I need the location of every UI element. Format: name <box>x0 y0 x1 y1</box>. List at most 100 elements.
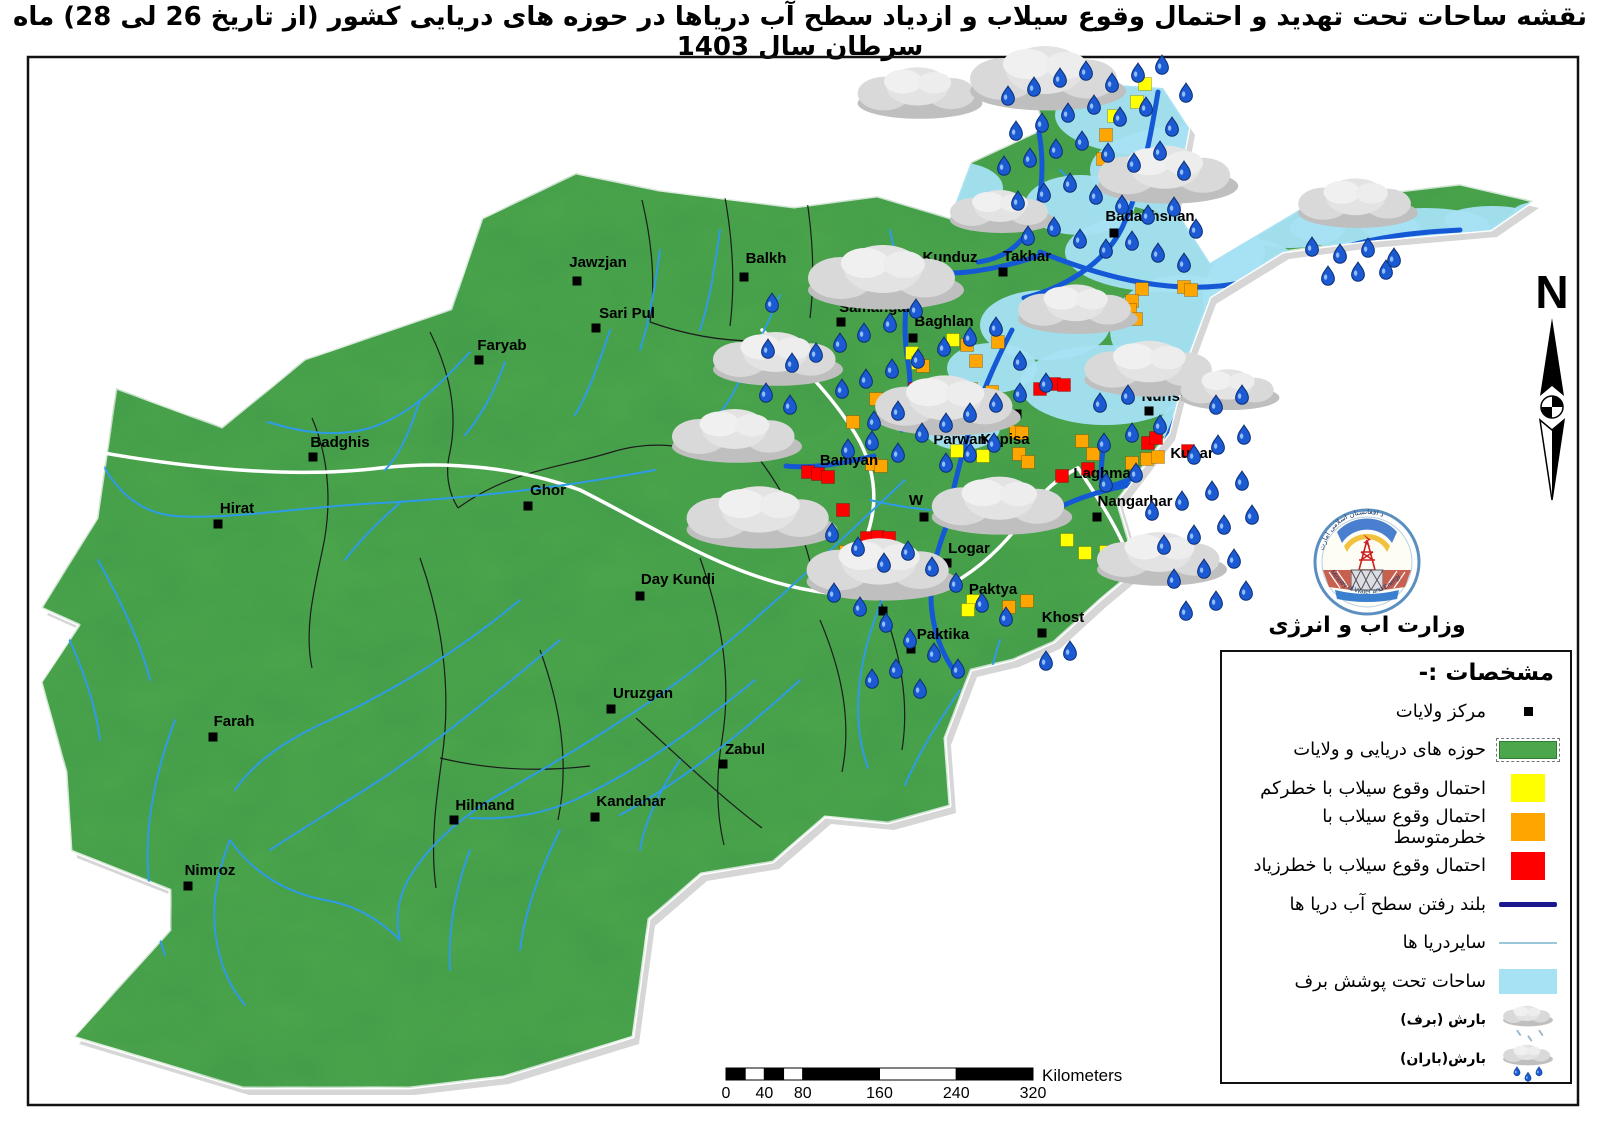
province-center-marker <box>998 267 1008 277</box>
scale-bar-segment <box>879 1067 957 1081</box>
province-center-marker <box>474 355 484 365</box>
province-center-marker <box>591 323 601 333</box>
province-label: Nimroz <box>185 862 236 879</box>
legend-item: بارش (برف) <box>1230 1001 1560 1042</box>
legend-item-label: ساحات تحت پوشش برف <box>1294 970 1486 992</box>
legend-panel: مشخصات :- مرکز ولایات حوزه های دریایی و و… <box>1220 650 1572 1084</box>
scale-bar-segment <box>802 1067 880 1081</box>
scale-tick-label: 0 <box>722 1085 731 1102</box>
legend-symbol-line-dark <box>1496 901 1560 907</box>
flood-risk-marker-high <box>836 503 850 517</box>
legend-item-label: احتمال وقوع سیلاب با خطرکم <box>1260 777 1486 799</box>
province-center-marker <box>718 759 728 769</box>
legend-item-label: بلند رفتن سطح آب دریا ها <box>1289 893 1486 915</box>
province-center-marker <box>308 452 318 462</box>
province-label: Farah <box>214 713 255 730</box>
province-center-marker <box>183 881 193 891</box>
raindrop-icon <box>1217 514 1231 535</box>
legend-symbol-cloud-snow <box>1496 997 1560 1043</box>
legend-item-label: بارش (برف) <box>1400 1012 1486 1029</box>
box-orange-swatch <box>1511 813 1545 842</box>
scale-tick-label: 240 <box>943 1085 970 1102</box>
legend-item-label: بارش(باران) <box>1399 1050 1486 1067</box>
raindrop-icon <box>1179 600 1193 621</box>
raindrop-icon <box>1237 424 1251 445</box>
logo-caption: وزارت اب و انرژی <box>1268 613 1465 638</box>
province-center-marker <box>606 704 616 714</box>
flood-risk-marker-medium <box>1184 283 1198 297</box>
legend-symbol-basin <box>1496 737 1560 762</box>
legend-symbol-box-yellow <box>1496 774 1560 803</box>
province-label: Uruzgan <box>613 685 673 702</box>
province-label: Balkh <box>746 250 787 267</box>
flood-risk-marker-medium <box>1015 426 1029 440</box>
box-yellow-swatch <box>1511 774 1545 803</box>
scale-bar-segment <box>783 1067 804 1081</box>
legend-symbol-line-light <box>1496 941 1560 944</box>
raindrop-icon <box>1211 434 1225 455</box>
legend-symbol-cloud-rain <box>1496 1036 1560 1082</box>
flood-risk-marker-medium <box>874 459 888 473</box>
province-label: Khost <box>1042 609 1085 626</box>
legend-item-label: احتمال وقوع سیلاب با خطرزیاد <box>1253 855 1486 877</box>
raindrop-icon <box>1235 470 1249 491</box>
raindrop-icon <box>1175 490 1189 511</box>
province-label: Baghlan <box>914 313 973 330</box>
legend-item: بلند رفتن سطح آب دریا ها <box>1230 885 1560 924</box>
cloud-icon <box>857 67 983 119</box>
scale-bar-segment <box>744 1067 765 1081</box>
legend-item: مرکز ولایات <box>1230 692 1560 731</box>
flood-risk-marker-low <box>976 449 990 463</box>
scale-bar-segment <box>955 1067 1034 1081</box>
province-label: Jawzjan <box>569 254 627 271</box>
scale-bar-segment <box>725 1067 746 1081</box>
legend-symbol-square-black <box>1496 706 1560 716</box>
legend-item: سایردریا ها <box>1230 924 1560 963</box>
flood-risk-marker-medium <box>846 415 860 429</box>
raindrop-icon <box>1209 590 1223 611</box>
cloud-icon <box>1298 178 1418 228</box>
province-label: W <box>909 492 924 509</box>
square-black-swatch <box>1523 706 1533 716</box>
legend-item: احتمال وقوع سیلاب با خطرزیاد <box>1230 846 1560 885</box>
province-center-marker <box>836 317 846 327</box>
flood-risk-marker-low <box>1078 546 1092 560</box>
flood-risk-marker-medium <box>1135 282 1149 296</box>
province-center-marker <box>213 519 223 529</box>
raindrop-icon <box>1387 247 1401 268</box>
box-snow-swatch <box>1499 968 1557 994</box>
legend-item-label: احتمال وقوع سیلاب با خطرمتوسط <box>1322 806 1486 849</box>
province-label: Hirat <box>220 500 254 517</box>
legend-item: حوزه های دریایی و ولایات <box>1230 731 1560 770</box>
province-label: Laghmar <box>1073 465 1137 482</box>
province-label: Ghor <box>530 482 566 499</box>
province-label: Hilmand <box>455 797 514 814</box>
province-center-marker <box>942 558 952 568</box>
north-label: N <box>1535 266 1568 318</box>
legend-item: احتمال وقوع سیلاب با خطرکم <box>1230 769 1560 808</box>
flood-risk-marker-medium <box>969 354 983 368</box>
flood-risk-marker-high <box>1081 462 1095 476</box>
province-label: Paktika <box>917 626 970 643</box>
raindrop-icon <box>1321 265 1335 286</box>
map-frame <box>26 55 1580 1107</box>
flood-risk-marker-low <box>961 603 975 617</box>
legend-symbol-box-snow <box>1496 968 1560 994</box>
province-center-marker <box>1144 406 1154 416</box>
raindrop-icon <box>1131 62 1145 83</box>
legend-heading: مشخصات :- <box>1418 660 1554 686</box>
legend-symbol-box-orange <box>1496 813 1560 842</box>
province-label: Nangarhar <box>1097 493 1172 510</box>
province-center-marker <box>878 606 888 616</box>
province-label: Takhar <box>1003 248 1051 265</box>
raindrop-icon <box>1179 82 1193 103</box>
flood-risk-marker-medium <box>1075 434 1089 448</box>
box-red-swatch <box>1511 851 1545 880</box>
province-label: Faryab <box>477 337 526 354</box>
flood-risk-marker-medium <box>1020 594 1034 608</box>
rain-cloud-icon <box>1503 1044 1553 1082</box>
legend-item-label: سایردریا ها <box>1402 932 1486 954</box>
